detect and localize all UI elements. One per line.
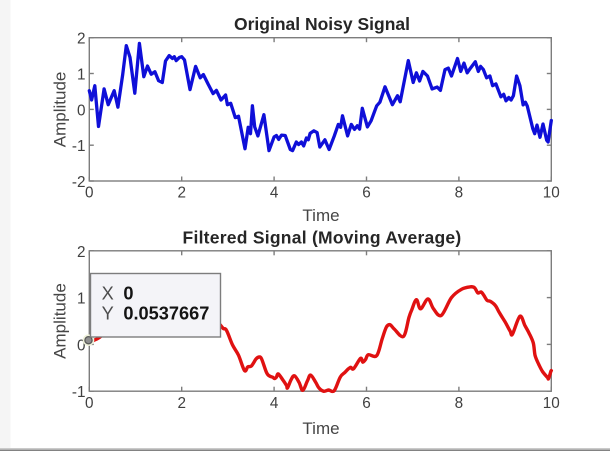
svg-text:2: 2 bbox=[177, 184, 186, 201]
svg-text:Y: Y bbox=[102, 303, 114, 323]
svg-text:-2: -2 bbox=[72, 174, 86, 191]
svg-text:Original Noisy Signal: Original Noisy Signal bbox=[234, 14, 410, 34]
svg-text:4: 4 bbox=[270, 395, 279, 412]
svg-text:-1: -1 bbox=[72, 384, 86, 401]
svg-text:Filtered Signal (Moving Averag: Filtered Signal (Moving Average) bbox=[183, 228, 462, 248]
svg-text:2: 2 bbox=[77, 244, 86, 261]
svg-text:0: 0 bbox=[123, 284, 133, 304]
svg-text:0: 0 bbox=[85, 184, 94, 201]
svg-text:4: 4 bbox=[270, 184, 279, 201]
svg-text:0: 0 bbox=[77, 102, 86, 119]
svg-text:10: 10 bbox=[543, 184, 560, 201]
svg-text:1: 1 bbox=[77, 291, 86, 308]
svg-text:2: 2 bbox=[77, 31, 86, 48]
svg-text:6: 6 bbox=[362, 184, 371, 201]
svg-text:0.0537667: 0.0537667 bbox=[123, 303, 209, 323]
svg-text:Amplitude: Amplitude bbox=[51, 72, 70, 148]
svg-text:0: 0 bbox=[85, 395, 94, 412]
svg-text:8: 8 bbox=[455, 184, 464, 201]
svg-text:8: 8 bbox=[455, 395, 464, 412]
svg-text:0: 0 bbox=[77, 337, 86, 354]
svg-text:2: 2 bbox=[177, 395, 186, 412]
svg-text:Amplitude: Amplitude bbox=[51, 283, 70, 359]
svg-text:Time: Time bbox=[302, 419, 339, 438]
svg-text:-1: -1 bbox=[72, 138, 86, 155]
svg-text:10: 10 bbox=[543, 395, 560, 412]
svg-text:X: X bbox=[102, 284, 114, 304]
svg-text:Time: Time bbox=[302, 206, 339, 225]
svg-text:1: 1 bbox=[77, 67, 86, 84]
svg-text:6: 6 bbox=[362, 395, 371, 412]
